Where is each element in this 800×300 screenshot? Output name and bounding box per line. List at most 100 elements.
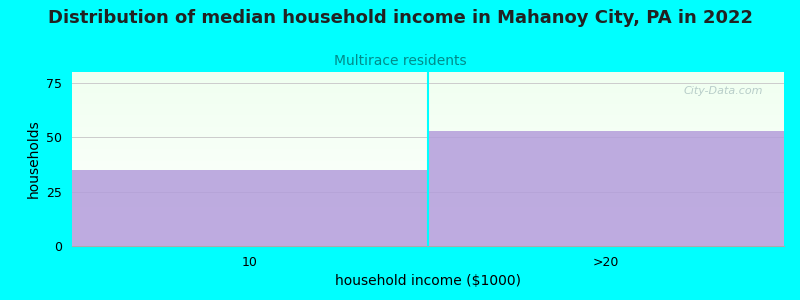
Bar — [72, 226, 784, 227]
Bar — [72, 173, 784, 174]
Bar — [72, 100, 784, 101]
Bar — [72, 242, 784, 243]
Bar — [72, 106, 784, 107]
Bar — [72, 234, 784, 235]
Bar — [72, 190, 784, 191]
Bar — [72, 180, 784, 181]
Bar — [72, 150, 784, 151]
Bar — [72, 77, 784, 78]
Bar — [72, 166, 784, 167]
Bar — [72, 230, 784, 231]
Bar — [72, 181, 784, 182]
Bar — [72, 121, 784, 122]
Bar — [72, 236, 784, 237]
Bar — [72, 99, 784, 100]
Bar — [72, 85, 784, 86]
Bar — [72, 122, 784, 123]
Bar — [72, 220, 784, 221]
Text: City-Data.com: City-Data.com — [683, 86, 762, 96]
Bar — [72, 153, 784, 154]
Bar — [72, 93, 784, 94]
Bar — [72, 140, 784, 141]
Bar — [72, 130, 784, 131]
Bar — [72, 111, 784, 112]
Bar — [72, 227, 784, 228]
Bar — [72, 228, 784, 229]
Bar — [72, 191, 784, 192]
Bar — [72, 104, 784, 105]
Bar — [72, 235, 784, 236]
Bar — [72, 241, 784, 242]
Bar — [72, 133, 784, 134]
Bar — [72, 78, 784, 79]
Bar — [72, 167, 784, 168]
Bar — [72, 231, 784, 232]
Bar — [72, 79, 784, 80]
Bar — [72, 203, 784, 204]
Bar — [72, 170, 428, 246]
Bar — [72, 224, 784, 225]
Bar — [72, 141, 784, 142]
Bar — [72, 217, 784, 218]
Bar — [72, 219, 784, 220]
Bar — [72, 148, 784, 149]
Bar — [72, 210, 784, 211]
Bar — [72, 202, 784, 203]
Bar — [72, 73, 784, 74]
Bar — [72, 189, 784, 190]
Bar — [72, 163, 784, 164]
Bar — [72, 95, 784, 96]
Bar — [72, 218, 784, 219]
Bar — [72, 174, 784, 175]
Bar — [72, 158, 784, 159]
Bar — [72, 128, 784, 129]
Bar — [72, 243, 784, 244]
Bar — [72, 82, 784, 83]
Bar — [72, 91, 784, 92]
Bar — [72, 109, 784, 110]
Bar — [72, 119, 784, 120]
Bar — [72, 134, 784, 135]
Bar — [72, 96, 784, 97]
Bar — [72, 240, 784, 241]
Bar — [72, 123, 784, 124]
Bar — [72, 169, 784, 170]
Bar — [72, 229, 784, 230]
Bar — [72, 195, 784, 196]
Bar — [72, 124, 784, 125]
Bar — [72, 211, 784, 212]
Bar — [72, 83, 784, 84]
Bar — [72, 84, 784, 85]
Bar — [72, 168, 784, 169]
Bar — [72, 149, 784, 150]
Bar — [72, 92, 784, 93]
Bar — [72, 142, 784, 143]
Bar — [72, 147, 784, 148]
Bar — [72, 179, 784, 180]
Bar — [72, 156, 784, 157]
Bar — [72, 136, 784, 137]
Bar — [72, 139, 784, 140]
Bar — [72, 183, 784, 184]
Bar — [72, 76, 784, 77]
Bar — [72, 161, 784, 162]
Bar — [72, 172, 784, 173]
Bar — [72, 225, 784, 226]
Bar — [72, 198, 784, 199]
Text: Multirace residents: Multirace residents — [334, 54, 466, 68]
Bar — [72, 74, 784, 75]
Bar — [72, 202, 784, 203]
Bar — [72, 86, 784, 87]
Bar — [72, 165, 784, 166]
Bar — [72, 152, 784, 153]
Bar — [72, 138, 784, 139]
Bar — [72, 196, 784, 197]
Bar — [72, 232, 784, 233]
Bar — [72, 159, 784, 160]
Bar — [72, 160, 784, 161]
Bar — [72, 207, 784, 208]
Bar — [72, 118, 784, 119]
Bar — [72, 222, 784, 223]
Bar — [72, 143, 784, 144]
Bar — [72, 89, 784, 90]
